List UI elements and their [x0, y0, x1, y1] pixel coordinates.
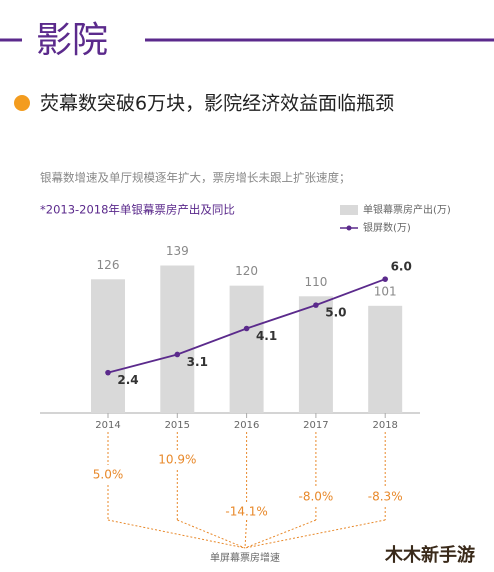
- growth-label: 10.9%: [158, 453, 196, 467]
- bar-label: 120: [235, 264, 258, 278]
- x-tick-label: 2015: [165, 420, 190, 431]
- bar: [91, 279, 125, 413]
- line-label: 5.0: [325, 306, 346, 320]
- header-title: 影院: [36, 20, 108, 61]
- growth-label: -8.0%: [298, 490, 333, 504]
- bar: [229, 285, 264, 413]
- watermark: 木木新手游: [384, 544, 475, 566]
- line-point: [174, 351, 181, 358]
- legend-label: 单银幕票房产出(万): [363, 203, 451, 216]
- growth-connector: [244, 519, 386, 549]
- bar-label: 101: [374, 284, 397, 298]
- line-label: 3.1: [187, 355, 208, 369]
- legend-swatch: [340, 205, 358, 215]
- line-point: [243, 325, 250, 332]
- bar-label: 126: [97, 258, 120, 272]
- headline: 荧幕数突破6万块，影院经济效益面临瓶颈: [40, 93, 394, 115]
- growth-title: 单屏幕票房增速: [210, 551, 280, 564]
- growth-connector: [244, 519, 317, 549]
- growth-connector: [177, 519, 246, 549]
- line-point: [313, 302, 319, 308]
- line-point: [105, 369, 111, 376]
- bar: [368, 305, 403, 413]
- line-point: [382, 276, 389, 282]
- bar: [298, 296, 333, 413]
- growth-connector: [107, 519, 246, 549]
- x-tick-label: 2014: [95, 420, 120, 431]
- line-label: 4.1: [256, 329, 277, 343]
- line-label: 6.0: [391, 260, 412, 274]
- line-label: 2.4: [117, 373, 138, 387]
- bar-label: 139: [166, 244, 189, 258]
- growth-label: -8.3%: [368, 490, 403, 504]
- bar: [160, 265, 195, 413]
- note: 银幕数增速及单厅规模逐年扩大，票房增长未跟上扩张速度；: [40, 171, 351, 185]
- growth-connector: [244, 519, 248, 549]
- growth-label: -14.1%: [225, 505, 267, 519]
- x-tick-label: 2016: [234, 420, 259, 431]
- bar-label: 110: [304, 275, 327, 289]
- bullet: [14, 95, 30, 111]
- legend-swatch: [346, 225, 352, 231]
- legend-label: 银屏数(万): [363, 221, 411, 234]
- x-tick-label: 2018: [372, 420, 397, 431]
- x-tick-label: 2017: [303, 420, 328, 431]
- chart-title: *2013-2018年单银幕票房产出及同比: [40, 203, 235, 217]
- growth-label: 5.0%: [93, 468, 124, 482]
